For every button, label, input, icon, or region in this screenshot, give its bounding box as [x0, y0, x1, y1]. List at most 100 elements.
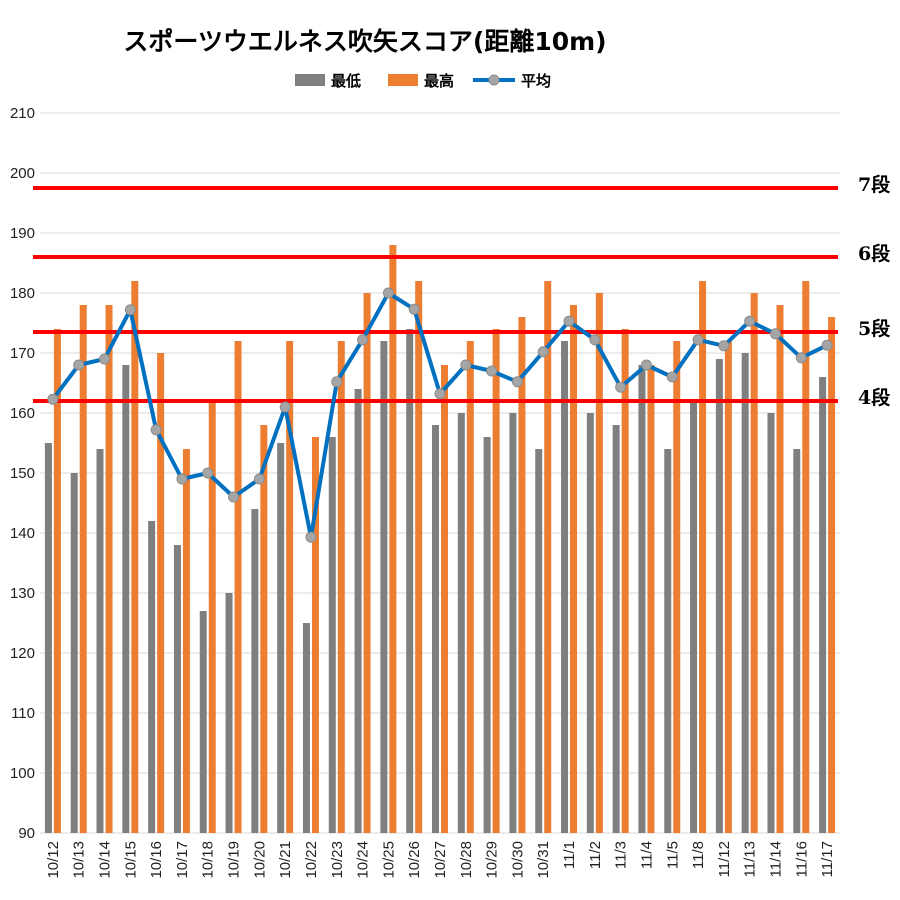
bar-max [415, 281, 423, 833]
bar-min [715, 359, 723, 833]
average-line [47, 287, 833, 543]
reference-lines: 7段 6段 5段 4段 [33, 173, 891, 409]
average-point [305, 531, 317, 543]
bar-min [122, 365, 130, 833]
average-point [537, 346, 549, 358]
legend-label-min: 最低 [331, 72, 361, 90]
bar-min [199, 611, 207, 833]
bar-min [586, 413, 594, 833]
bar-min [483, 437, 491, 833]
legend-swatch-min [295, 74, 325, 86]
bar-max [492, 329, 500, 833]
reference-line-label: 5段 [858, 317, 891, 340]
legend-swatch-max [388, 74, 418, 86]
x-tick-label: 10/26 [406, 841, 423, 879]
x-tick-label: 11/14 [767, 841, 784, 877]
legend: 最低 最高 平均 [295, 72, 551, 90]
x-tick-label: 11/16 [793, 841, 810, 877]
average-point [253, 473, 265, 485]
bar-min [277, 443, 285, 833]
x-tick-label: 10/18 [200, 841, 217, 879]
average-point [357, 334, 369, 346]
bar-min [44, 443, 52, 833]
bar-max [363, 293, 371, 833]
average-point [666, 371, 678, 383]
x-tick-label: 10/13 [71, 841, 88, 879]
bar-min [767, 413, 775, 833]
average-point [795, 352, 807, 364]
average-point [408, 303, 420, 315]
x-tick-label: 10/16 [148, 841, 165, 879]
y-tick-label: 210 [10, 105, 35, 122]
bar-max [389, 245, 397, 833]
x-tick-label: 11/17 [819, 841, 836, 877]
bar-max [105, 305, 113, 833]
x-tick-label: 10/27 [432, 841, 449, 879]
reference-line-label: 7段 [858, 173, 891, 196]
legend-marker-avg [488, 74, 500, 86]
average-point [692, 334, 704, 346]
bar-min [96, 449, 104, 833]
y-tick-label: 160 [10, 405, 35, 422]
bar-min [561, 341, 569, 833]
x-tick-label: 11/2 [587, 841, 604, 869]
x-tick-label: 10/22 [303, 841, 320, 879]
average-point [615, 381, 627, 393]
x-tick-label: 10/14 [97, 841, 114, 879]
bar-min [457, 413, 465, 833]
bar-max [776, 305, 784, 833]
bar-max [157, 353, 165, 833]
bar-min [328, 437, 336, 833]
bar-max [208, 401, 216, 833]
x-tick-label: 10/25 [380, 841, 397, 879]
bar-max [647, 365, 655, 833]
y-tick-label: 120 [10, 645, 35, 662]
x-tick-label: 11/13 [742, 841, 759, 877]
bar-max [286, 341, 294, 833]
bar-min [535, 449, 543, 833]
y-tick-label: 130 [10, 585, 35, 602]
chart-title: スポーツウエルネス吹矢スコア(距離10m) [123, 27, 606, 56]
bar-max [544, 281, 552, 833]
average-point [150, 424, 162, 436]
x-tick-label: 10/20 [251, 841, 268, 879]
y-tick-label: 90 [18, 825, 35, 842]
y-tick-label: 190 [10, 225, 35, 242]
average-point [769, 328, 781, 340]
y-tick-label: 100 [10, 765, 35, 782]
bar-max [311, 437, 319, 833]
bar-max [724, 341, 732, 833]
bar-max [260, 425, 268, 833]
y-tick-label: 200 [10, 165, 35, 182]
bar-max [673, 341, 681, 833]
average-point [331, 376, 343, 388]
bar-min [612, 425, 620, 833]
average-point [718, 340, 730, 352]
bar-max [79, 305, 87, 833]
x-tick-label: 11/4 [638, 841, 655, 869]
y-tick-label: 180 [10, 285, 35, 302]
y-tick-label: 140 [10, 525, 35, 542]
x-tick-label: 10/30 [509, 841, 526, 879]
bar-min [690, 401, 698, 833]
x-tick-label: 10/17 [174, 841, 191, 879]
x-tick-label: 11/8 [690, 841, 707, 869]
average-point [176, 473, 188, 485]
average-point [460, 359, 472, 371]
average-point [744, 315, 756, 327]
x-tick-label: 10/15 [122, 841, 139, 879]
bar-min [173, 545, 181, 833]
x-tick-label: 11/5 [664, 841, 681, 869]
bar-min [354, 389, 362, 833]
legend-label-avg: 平均 [521, 72, 551, 90]
y-tick-label: 170 [10, 345, 35, 362]
bar-max [131, 281, 139, 833]
bar-max [595, 293, 603, 833]
bar-max [828, 317, 836, 833]
x-tick-label: 10/23 [329, 841, 346, 879]
bar-min [432, 425, 439, 833]
y-tick-label: 150 [10, 465, 35, 482]
bar-min [148, 521, 156, 833]
average-point [640, 359, 652, 371]
average-point [228, 491, 240, 503]
